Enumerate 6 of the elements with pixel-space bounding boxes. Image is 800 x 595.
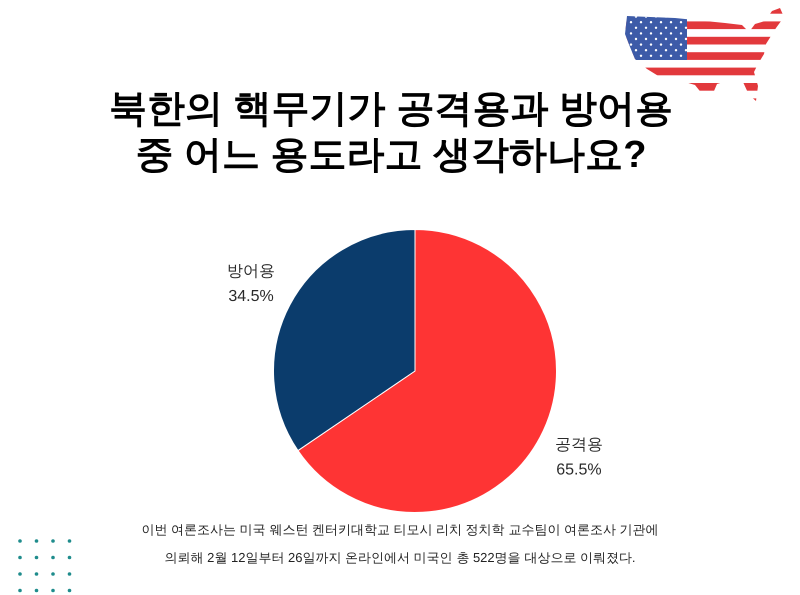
text: 이번 여론조사는 미국 웨스턴 켄터키대학교 티모시 리치 정치학 교수팀이 여론조사 기관에 의뢰해 2월 12일부터 26일까지 온라인에서 미국인 총 522명을 대상으로 이뤄졌다. bbox=[140, 521, 660, 567]
slice-label: 공격용 bbox=[554, 436, 603, 454]
chart-title: 북한의 핵무기가 공격용과 방어용 중 어느 용도라고 생각하나요? bbox=[108, 87, 674, 178]
data-label: 34.5% bbox=[228, 288, 274, 306]
slice-label: 방어용 bbox=[227, 263, 276, 280]
data-label: 65.5% bbox=[556, 462, 602, 479]
